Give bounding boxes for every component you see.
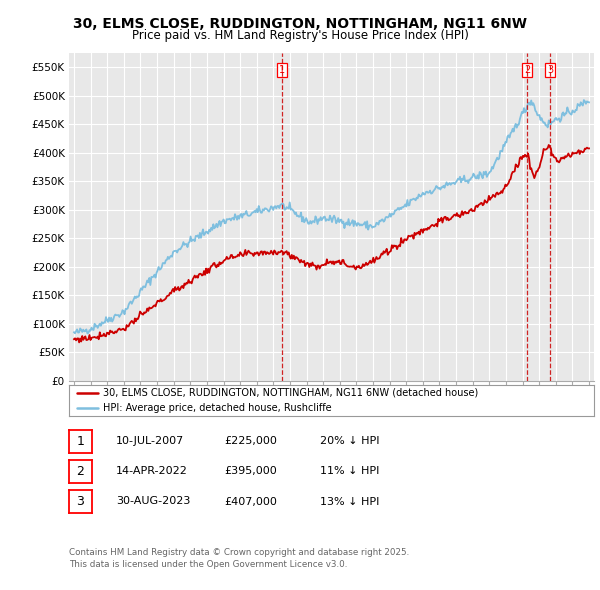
Text: 30-AUG-2023: 30-AUG-2023 (116, 497, 190, 506)
Text: 2: 2 (76, 465, 85, 478)
Text: 3: 3 (547, 64, 553, 74)
Text: £225,000: £225,000 (224, 437, 277, 446)
Text: 10-JUL-2007: 10-JUL-2007 (116, 437, 184, 446)
Text: 30, ELMS CLOSE, RUDDINGTON, NOTTINGHAM, NG11 6NW (detached house): 30, ELMS CLOSE, RUDDINGTON, NOTTINGHAM, … (103, 388, 478, 398)
Text: 20% ↓ HPI: 20% ↓ HPI (320, 437, 379, 446)
Text: 2: 2 (524, 64, 530, 74)
Text: 1: 1 (76, 435, 85, 448)
Text: HPI: Average price, detached house, Rushcliffe: HPI: Average price, detached house, Rush… (103, 404, 332, 413)
Text: 1: 1 (279, 64, 285, 74)
Text: 30, ELMS CLOSE, RUDDINGTON, NOTTINGHAM, NG11 6NW: 30, ELMS CLOSE, RUDDINGTON, NOTTINGHAM, … (73, 17, 527, 31)
Text: 11% ↓ HPI: 11% ↓ HPI (320, 467, 379, 476)
Text: Contains HM Land Registry data © Crown copyright and database right 2025.
This d: Contains HM Land Registry data © Crown c… (69, 548, 409, 569)
Text: £395,000: £395,000 (224, 467, 277, 476)
Text: 3: 3 (76, 495, 85, 508)
Text: Price paid vs. HM Land Registry's House Price Index (HPI): Price paid vs. HM Land Registry's House … (131, 30, 469, 42)
Text: 14-APR-2022: 14-APR-2022 (116, 467, 188, 476)
Text: £407,000: £407,000 (224, 497, 277, 506)
Text: 13% ↓ HPI: 13% ↓ HPI (320, 497, 379, 506)
